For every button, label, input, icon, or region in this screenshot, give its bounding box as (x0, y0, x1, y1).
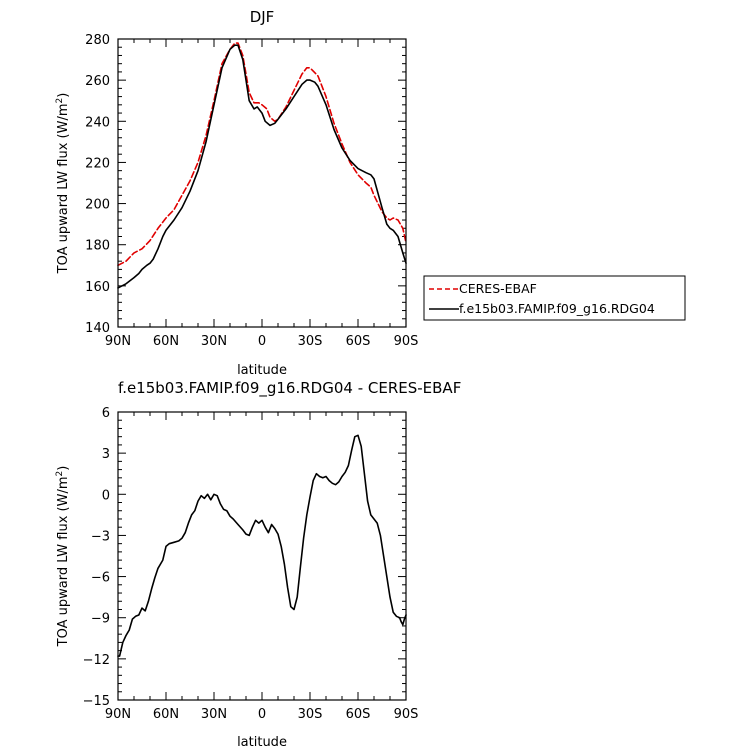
top-chart-title: DJF (250, 8, 275, 26)
top-y-axis-label-sup: 2 (55, 98, 65, 104)
x-tick-label: 90S (394, 707, 419, 722)
bottom-x-axis-label: latitude (237, 735, 287, 750)
x-tick-label: 0 (258, 707, 266, 722)
top-y-axis-label-main: TOA upward LW flux (W/m (56, 103, 71, 274)
y-tick-label: 220 (85, 156, 110, 171)
bottom-panel: f.e15b03.FAMIP.f09_g16.RDG04 - CERES-EBA… (55, 379, 461, 750)
x-tick-label: 30S (298, 334, 323, 349)
y-tick-label: 200 (85, 198, 110, 213)
y-tick-label: 160 (85, 280, 110, 295)
x-tick-label: 60N (153, 334, 179, 349)
top-x-axis-label: latitude (237, 363, 287, 378)
x-tick-label: 60S (346, 334, 371, 349)
y-tick-label: −6 (91, 571, 110, 586)
x-tick-label: 90N (105, 334, 131, 349)
y-tick-label: 3 (102, 447, 110, 462)
legend: CERES-EBAF f.e15b03.FAMIP.f09_g16.RDG04 (423, 275, 686, 321)
legend-box (423, 275, 686, 321)
top-series-group (117, 42, 407, 289)
top-y-axis-label-end: ) (56, 93, 71, 98)
x-tick-label: 30S (298, 707, 323, 722)
y-tick-label: −9 (91, 612, 110, 627)
y-tick-label: 180 (85, 239, 110, 254)
top-plot-frame (117, 38, 407, 328)
series-line-0-1 (117, 44, 407, 289)
bottom-y-axis-label: TOA upward LW flux (W/m2) (55, 466, 71, 648)
x-tick-label: 90N (105, 707, 131, 722)
y-tick-label: 240 (85, 115, 110, 130)
bottom-series-group (117, 434, 407, 657)
x-tick-label: 30N (201, 334, 227, 349)
y-tick-label: −12 (83, 653, 110, 668)
x-tick-label: 30N (201, 707, 227, 722)
x-tick-label: 60N (153, 707, 179, 722)
x-tick-label: 60S (346, 707, 371, 722)
x-tick-label: 90S (394, 334, 419, 349)
bottom-chart-title: f.e15b03.FAMIP.f09_g16.RDG04 - CERES-EBA… (118, 379, 461, 398)
series-line-1-0 (117, 434, 407, 657)
bottom-axes: 90N 60N 30N 0 30S 60S 90S −15 −12 −9 −6 −3 0 3 6 (83, 406, 419, 722)
series-line-0-0 (117, 42, 407, 267)
y-tick-label: 140 (85, 321, 110, 336)
legend-label-ceres: CERES-EBAF (459, 281, 537, 296)
bottom-y-axis-label-end: ) (56, 466, 71, 471)
y-tick-label: −15 (83, 694, 110, 709)
bottom-y-axis-label-main: TOA upward LW flux (W/m (56, 476, 71, 647)
y-tick-label: −3 (91, 529, 110, 544)
legend-label-model: f.e15b03.FAMIP.f09_g16.RDG04 (459, 301, 655, 316)
top-y-axis-label: TOA upward LW flux (W/m2) (55, 93, 71, 275)
top-panel: DJF 90N 60N 30N 0 30S 60S 90S 140 160 180 200 220 24… (55, 8, 686, 378)
y-tick-label: 6 (102, 406, 110, 421)
bottom-plot-frame (117, 411, 407, 701)
y-tick-label: 260 (85, 74, 110, 89)
y-tick-label: 0 (102, 488, 110, 503)
y-tick-label: 280 (85, 33, 110, 48)
bottom-y-axis-label-sup: 2 (55, 471, 65, 477)
x-tick-label: 0 (258, 334, 266, 349)
